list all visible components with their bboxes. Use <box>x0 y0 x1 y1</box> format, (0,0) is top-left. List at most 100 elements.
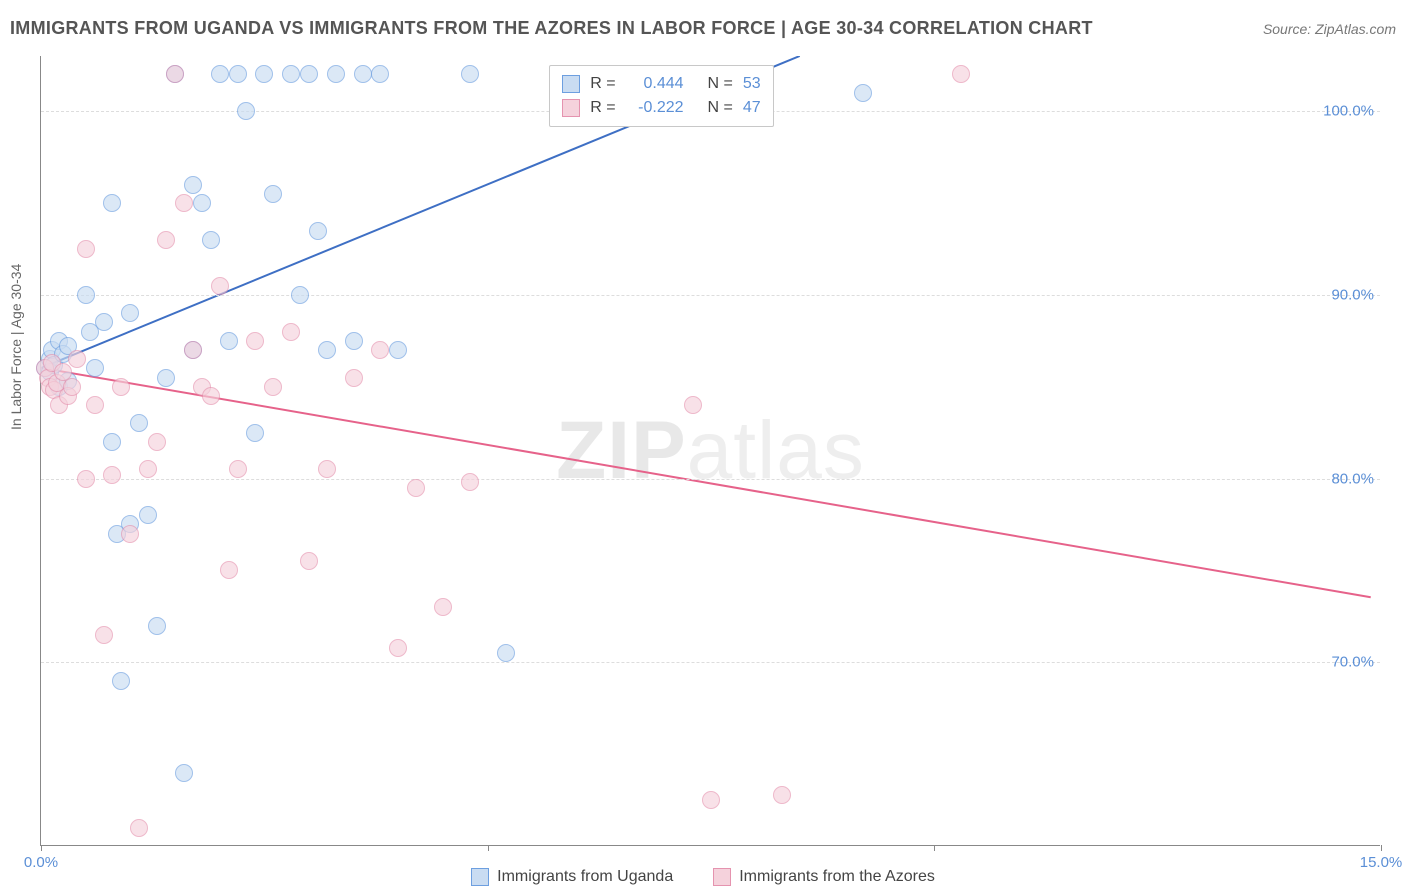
scatter-point <box>309 222 327 240</box>
scatter-point <box>121 304 139 322</box>
scatter-point <box>157 369 175 387</box>
scatter-point <box>264 378 282 396</box>
scatter-point <box>684 396 702 414</box>
scatter-point <box>95 626 113 644</box>
scatter-point <box>157 231 175 249</box>
scatter-point <box>139 460 157 478</box>
chart-container: IMMIGRANTS FROM UGANDA VS IMMIGRANTS FRO… <box>0 0 1406 892</box>
scatter-point <box>103 433 121 451</box>
scatter-point <box>103 466 121 484</box>
scatter-point <box>103 194 121 212</box>
scatter-point <box>345 332 363 350</box>
scatter-point <box>461 473 479 491</box>
scatter-point <box>291 286 309 304</box>
stats-n-value: 53 <box>743 72 761 96</box>
stats-n-label: N = <box>708 96 733 120</box>
scatter-point <box>202 231 220 249</box>
scatter-point <box>86 359 104 377</box>
swatch-azores <box>713 868 731 886</box>
scatter-point <box>211 277 229 295</box>
scatter-point <box>95 313 113 331</box>
scatter-point <box>237 102 255 120</box>
stats-r-label: R = <box>590 72 615 96</box>
scatter-point <box>354 65 372 83</box>
stats-legend-row: R = 0.444 N = 53 <box>562 72 760 96</box>
scatter-point <box>246 332 264 350</box>
title-bar: IMMIGRANTS FROM UGANDA VS IMMIGRANTS FRO… <box>10 18 1396 39</box>
scatter-point <box>407 479 425 497</box>
scatter-point <box>86 396 104 414</box>
swatch-uganda <box>471 868 489 886</box>
gridline-h <box>41 295 1380 296</box>
y-tick-label: 90.0% <box>1331 286 1374 303</box>
stats-r-value: -0.222 <box>626 96 684 120</box>
y-tick-label: 100.0% <box>1323 103 1374 120</box>
legend-label-azores: Immigrants from the Azores <box>739 868 935 886</box>
scatter-point <box>264 185 282 203</box>
stats-swatch <box>562 75 580 93</box>
gridline-h <box>41 479 1380 480</box>
x-tick-mark <box>488 845 489 851</box>
stats-n-label: N = <box>708 72 733 96</box>
scatter-point <box>175 194 193 212</box>
stats-legend: R = 0.444 N = 53 R = -0.222 N = 47 <box>549 65 773 127</box>
scatter-point <box>246 424 264 442</box>
y-tick-label: 70.0% <box>1331 654 1374 671</box>
scatter-point <box>211 65 229 83</box>
scatter-point <box>229 65 247 83</box>
watermark-atlas: atlas <box>687 405 865 496</box>
y-tick-label: 80.0% <box>1331 470 1374 487</box>
trend-lines <box>41 56 1380 845</box>
scatter-point <box>130 819 148 837</box>
scatter-point <box>371 65 389 83</box>
stats-n-value: 47 <box>743 96 761 120</box>
stats-swatch <box>562 99 580 117</box>
x-tick-mark <box>934 845 935 851</box>
scatter-point <box>702 791 720 809</box>
source-label: Source: ZipAtlas.com <box>1263 21 1396 37</box>
scatter-point <box>371 341 389 359</box>
scatter-point <box>193 194 211 212</box>
scatter-point <box>389 341 407 359</box>
scatter-point <box>434 598 452 616</box>
scatter-point <box>166 65 184 83</box>
scatter-point <box>461 65 479 83</box>
scatter-point <box>220 561 238 579</box>
scatter-point <box>229 460 247 478</box>
legend-label-uganda: Immigrants from Uganda <box>497 868 673 886</box>
scatter-point <box>952 65 970 83</box>
scatter-point <box>77 470 95 488</box>
scatter-point <box>139 506 157 524</box>
scatter-point <box>112 378 130 396</box>
gridline-h <box>41 662 1380 663</box>
scatter-point <box>255 65 273 83</box>
scatter-point <box>148 433 166 451</box>
scatter-point <box>497 644 515 662</box>
scatter-point <box>773 786 791 804</box>
stats-r-value: 0.444 <box>626 72 684 96</box>
watermark: ZIPatlas <box>556 404 865 498</box>
scatter-point <box>130 414 148 432</box>
stats-legend-row: R = -0.222 N = 47 <box>562 96 760 120</box>
scatter-point <box>184 176 202 194</box>
scatter-point <box>345 369 363 387</box>
y-axis-label: In Labor Force | Age 30-34 <box>8 264 24 430</box>
scatter-point <box>175 764 193 782</box>
plot-area: ZIPatlas 70.0%80.0%90.0%100.0%0.0%15.0% <box>40 56 1380 846</box>
scatter-point <box>202 387 220 405</box>
scatter-point <box>300 552 318 570</box>
bottom-legend: Immigrants from Uganda Immigrants from t… <box>0 868 1406 886</box>
stats-r-label: R = <box>590 96 615 120</box>
legend-item-uganda: Immigrants from Uganda <box>471 868 673 886</box>
scatter-point <box>68 350 86 368</box>
scatter-point <box>184 341 202 359</box>
scatter-point <box>121 525 139 543</box>
scatter-point <box>148 617 166 635</box>
x-tick-mark <box>41 845 42 851</box>
chart-title: IMMIGRANTS FROM UGANDA VS IMMIGRANTS FRO… <box>10 18 1093 39</box>
x-tick-mark <box>1381 845 1382 851</box>
legend-item-azores: Immigrants from the Azores <box>713 868 935 886</box>
watermark-zip: ZIP <box>556 405 687 496</box>
scatter-point <box>282 323 300 341</box>
scatter-point <box>220 332 238 350</box>
